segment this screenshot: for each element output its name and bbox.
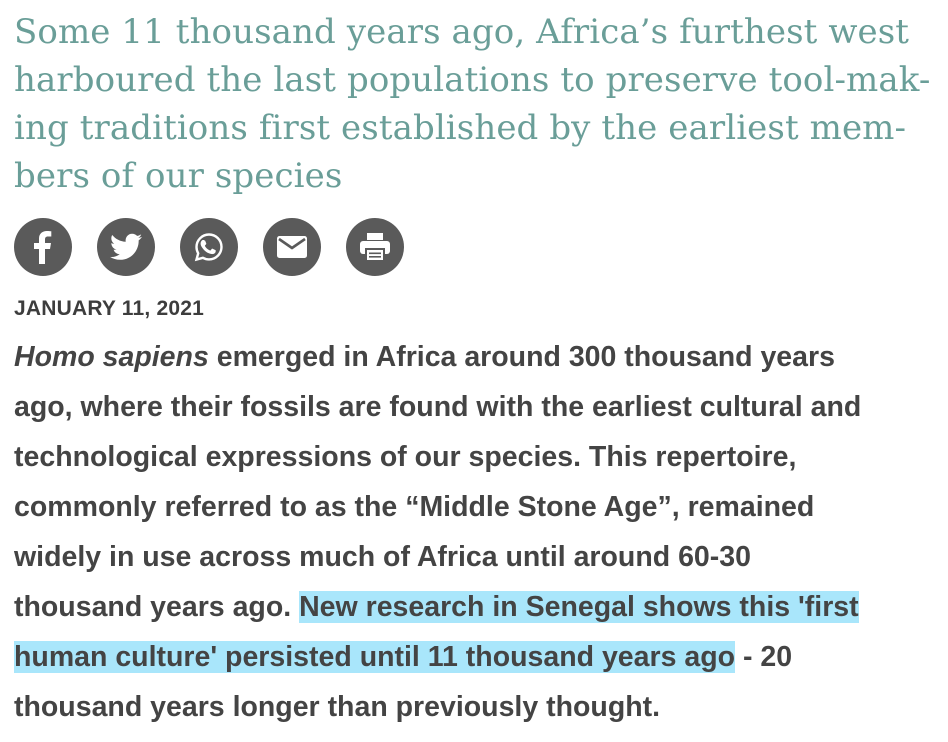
headline-line: bers of our species (14, 156, 343, 196)
facebook-icon (34, 231, 52, 264)
share-facebook-button[interactable] (14, 218, 72, 276)
share-twitter-button[interactable] (97, 218, 155, 276)
headline-line: Some 11 thousand years ago, Africa’s fur… (14, 12, 910, 52)
highlighted-text: New research in Senegal shows this 'firs… (299, 591, 859, 623)
body-text-segment: - 20 (735, 641, 793, 673)
headline-line: ing traditions first established by the … (14, 108, 907, 148)
body-line: thousand years ago. New research in Sene… (14, 582, 944, 632)
body-line: Homo sapiens emerged in Africa around 30… (14, 332, 944, 382)
body-line: widely in use across much of Africa unti… (14, 541, 751, 573)
publish-date: JANUARY 11, 2021 (14, 297, 204, 320)
body-line: human culture' persisted until 11 thousa… (14, 632, 944, 682)
body-text-segment: thousand years ago. (14, 591, 300, 623)
highlighted-text: human culture' persisted until 11 thousa… (14, 641, 736, 673)
print-icon (360, 233, 390, 262)
whatsapp-icon (194, 233, 223, 262)
twitter-icon (110, 233, 142, 260)
article-headline: Some 11 thousand years ago, Africa’s fur… (14, 8, 939, 200)
body-text-segment: emerged in Africa around 300 thousand ye… (208, 341, 835, 373)
email-icon (277, 236, 307, 258)
share-whatsapp-button[interactable] (180, 218, 238, 276)
share-email-button[interactable] (263, 218, 321, 276)
share-print-button[interactable] (346, 218, 404, 276)
article-body: Homo sapiens emerged in Africa around 30… (14, 332, 944, 732)
body-line: technological expressions of our species… (14, 441, 797, 473)
body-line: ago, where their fossils are found with … (14, 391, 862, 423)
share-bar (14, 218, 404, 276)
body-line: commonly referred to as the “Middle Ston… (14, 491, 815, 523)
species-name: Homo sapiens (14, 341, 209, 373)
body-line: thousand years longer than previously th… (14, 691, 661, 723)
headline-line: harboured the last populations to preser… (14, 60, 931, 100)
